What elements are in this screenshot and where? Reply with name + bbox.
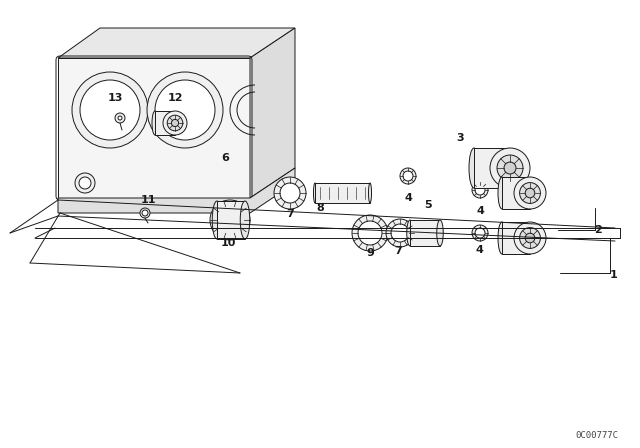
Circle shape [520,183,540,203]
Ellipse shape [369,183,371,203]
Polygon shape [410,220,440,246]
Text: 3: 3 [456,133,464,143]
Text: 5: 5 [424,200,432,210]
Circle shape [475,228,485,238]
Circle shape [280,183,300,203]
Circle shape [514,177,546,209]
Circle shape [490,148,530,188]
Circle shape [140,208,150,218]
Polygon shape [155,111,175,135]
Text: 6: 6 [221,153,229,163]
Ellipse shape [212,201,221,239]
Text: 10: 10 [220,238,236,248]
Circle shape [497,155,523,181]
Circle shape [520,228,540,248]
Circle shape [386,219,414,247]
Circle shape [210,200,250,240]
Circle shape [504,162,516,174]
Circle shape [514,222,546,254]
Text: 8: 8 [316,203,324,213]
Circle shape [475,185,485,195]
Circle shape [391,224,409,242]
Text: 2: 2 [594,225,602,235]
Ellipse shape [469,148,479,188]
Text: 4: 4 [404,193,412,203]
Text: 13: 13 [108,93,123,103]
Circle shape [216,206,244,234]
Text: 7: 7 [286,209,294,219]
Ellipse shape [436,220,444,246]
Circle shape [75,173,95,193]
Circle shape [525,188,535,198]
Circle shape [403,171,413,181]
Text: 4: 4 [475,245,483,255]
Ellipse shape [498,177,506,209]
Text: 7: 7 [394,246,402,256]
Text: 9: 9 [366,248,374,258]
Circle shape [80,80,140,140]
Circle shape [525,233,535,243]
Polygon shape [58,58,250,198]
Polygon shape [502,177,530,209]
Ellipse shape [240,201,250,239]
Circle shape [172,120,179,127]
Text: 0C00777C: 0C00777C [575,431,618,440]
Circle shape [163,111,187,135]
Polygon shape [58,28,295,58]
Circle shape [358,221,382,245]
Circle shape [142,210,148,216]
Text: 1: 1 [610,270,618,280]
Text: 12: 12 [167,93,183,103]
Ellipse shape [407,220,413,246]
Text: 11: 11 [140,195,156,205]
Ellipse shape [498,222,506,254]
Polygon shape [474,148,510,188]
Circle shape [79,177,91,189]
Circle shape [147,72,223,148]
Circle shape [155,80,215,140]
Polygon shape [58,168,295,213]
Polygon shape [502,222,530,254]
Polygon shape [315,183,370,203]
Circle shape [167,115,183,131]
Circle shape [400,168,416,184]
Polygon shape [217,201,245,239]
Circle shape [72,72,148,148]
Circle shape [472,225,488,241]
Ellipse shape [152,111,158,135]
Circle shape [118,116,122,120]
Circle shape [115,113,125,123]
Ellipse shape [314,183,317,203]
Text: 4: 4 [476,206,484,216]
Circle shape [472,182,488,198]
Circle shape [352,215,388,251]
Circle shape [274,177,306,209]
Polygon shape [250,28,295,198]
